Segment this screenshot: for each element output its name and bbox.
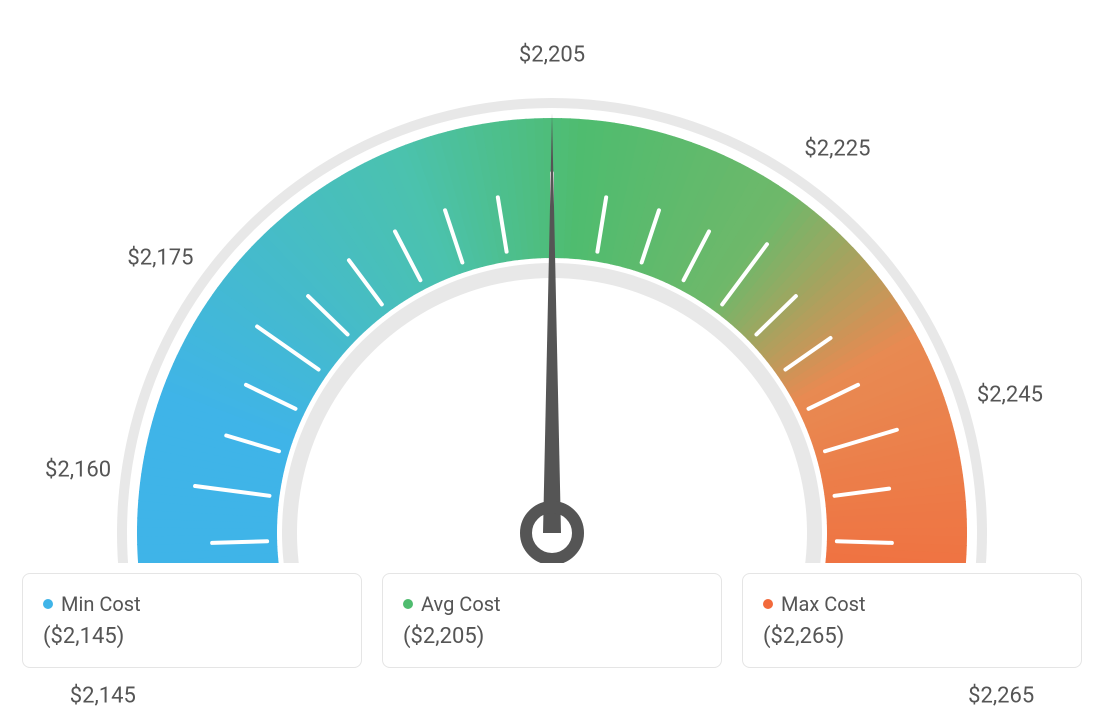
gauge-tick-label: $2,245 [977, 383, 1043, 408]
legend-label: Max Cost [781, 592, 866, 616]
gauge-tick-label: $2,265 [968, 683, 1034, 708]
legend-value: ($2,145) [43, 624, 341, 649]
dot-icon [763, 599, 773, 609]
legend-value: ($2,265) [763, 624, 1061, 649]
legend-card-avg: Avg Cost ($2,205) [382, 573, 722, 668]
legend-card-min: Min Cost ($2,145) [22, 573, 362, 668]
dot-icon [43, 599, 53, 609]
gauge-tick-label: $2,175 [127, 246, 193, 271]
legend-label: Avg Cost [421, 592, 501, 616]
legend-card-max: Max Cost ($2,265) [742, 573, 1082, 668]
legend-label: Min Cost [61, 592, 141, 616]
legend-row: Min Cost ($2,145) Avg Cost ($2,205) Max … [22, 573, 1082, 668]
legend-top-min: Min Cost [43, 592, 341, 616]
gauge-tick-label: $2,225 [804, 137, 870, 162]
legend-top-max: Max Cost [763, 592, 1061, 616]
gauge-tick-label: $2,160 [45, 458, 111, 483]
gauge-svg [22, 23, 1082, 563]
gauge-tick-label: $2,145 [70, 683, 136, 708]
legend-top-avg: Avg Cost [403, 592, 701, 616]
gauge-tick-label: $2,205 [519, 42, 585, 67]
dot-icon [403, 599, 413, 609]
gauge-chart: $2,145$2,160$2,175$2,205$2,225$2,245$2,2… [22, 23, 1082, 563]
legend-value: ($2,205) [403, 624, 701, 649]
